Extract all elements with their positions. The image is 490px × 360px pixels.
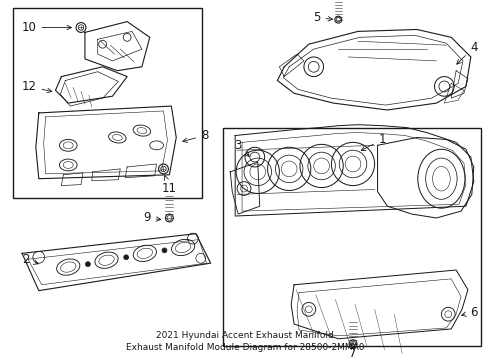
Text: 6: 6 (462, 306, 478, 319)
Text: 9: 9 (143, 211, 161, 225)
Text: 4: 4 (457, 41, 478, 64)
Text: 11: 11 (162, 176, 177, 195)
Text: 7: 7 (349, 343, 357, 360)
Bar (13, 8, 202, 198)
Circle shape (85, 262, 90, 267)
Circle shape (124, 255, 129, 260)
Circle shape (162, 248, 167, 253)
Text: 2: 2 (22, 253, 38, 266)
Text: 8: 8 (183, 129, 208, 143)
Text: 1: 1 (361, 133, 386, 150)
Text: 3: 3 (234, 139, 249, 157)
Text: 5: 5 (313, 11, 333, 24)
Text: 2021 Hyundai Accent Exhaust Manifold
Exhaust Manifold Module Diagram for 28500-2: 2021 Hyundai Accent Exhaust Manifold Exh… (126, 331, 364, 351)
Text: 12: 12 (22, 80, 52, 93)
Text: 10: 10 (22, 21, 72, 34)
Bar (223, 128, 481, 346)
